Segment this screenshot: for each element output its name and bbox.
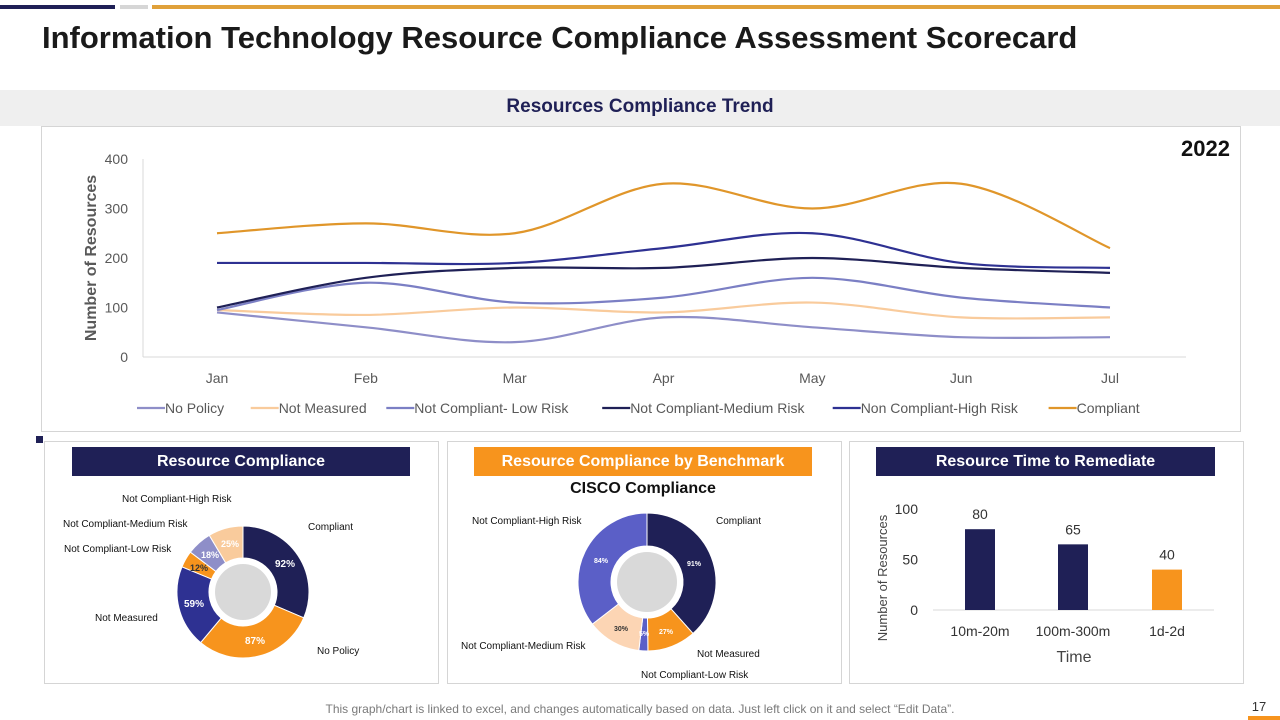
x-tick-label: 10m-20m — [950, 623, 1009, 639]
panel-marker — [36, 436, 43, 443]
category-callout: Compliant — [716, 516, 761, 527]
remediate-bar-chart: 0 50 100 80 10m-20m 65 100m-300m 40 1d-2d Time Num… — [875, 501, 1214, 666]
y-axis-title: Number of Resources — [83, 175, 100, 341]
slice-value-label: 59% — [184, 599, 204, 610]
y-tick-label: 400 — [105, 151, 129, 167]
bar-value-label: 40 — [1159, 547, 1175, 563]
category-callout: No Policy — [317, 646, 359, 657]
benchmark-header: Resource Compliance by Benchmark — [474, 447, 812, 476]
trend-section-band — [0, 90, 1280, 126]
series-line — [216, 231, 1111, 269]
slice-value-label: 12% — [190, 563, 208, 573]
y-tick-label: 0 — [120, 349, 128, 365]
category-callout: Not Compliant-Medium Risk — [461, 641, 586, 652]
y-tick-label: 200 — [105, 250, 129, 266]
legend-label: Non Compliant-High Risk — [861, 400, 1019, 416]
x-tick-label: May — [799, 370, 825, 386]
slice-value-label: 25% — [221, 539, 239, 549]
series-line — [216, 311, 1111, 344]
slice-value-label: 27% — [659, 629, 674, 636]
resource-compliance-header: Resource Compliance — [72, 447, 410, 476]
bar — [965, 529, 995, 610]
legend-label: Not Compliant-Medium Risk — [630, 400, 805, 416]
category-callout: Not Compliant-High Risk — [122, 494, 232, 505]
x-tick-label: Feb — [354, 370, 378, 386]
remediate-header: Resource Time to Remediate — [876, 447, 1215, 476]
category-callout: Not Compliant-High Risk — [472, 516, 582, 527]
resource-compliance-donut: 92% 87% 59% 12% 18%25% Compliant No Policy Not … — [63, 494, 359, 659]
x-tick-label: Mar — [503, 370, 527, 386]
y-tick-label: 100 — [105, 300, 129, 316]
slice-value-label: 30% — [614, 626, 629, 633]
bar-value-label: 65 — [1065, 521, 1081, 537]
legend-label: Not Measured — [279, 400, 367, 416]
slice-value-label: 91% — [687, 561, 702, 568]
page-number: 17 — [1251, 699, 1267, 714]
slice-value-label: 92% — [275, 559, 295, 570]
trend-section-title: Resources Compliance Trend — [506, 96, 774, 117]
remediate-panel — [849, 441, 1244, 684]
slice-value-label: 84% — [594, 558, 609, 565]
slice-value-label: 18% — [201, 550, 219, 560]
category-callout: Not Compliant-Low Risk — [641, 670, 749, 681]
footer-note: This graph/chart is linked to excel, and… — [325, 702, 955, 716]
bar — [1058, 544, 1088, 610]
x-tick-label: Jan — [206, 370, 229, 386]
donut-center — [617, 552, 677, 612]
top-accent-bar-dark — [0, 5, 115, 9]
x-tick-label: Jun — [950, 370, 973, 386]
year-label: 2022 — [1181, 136, 1230, 161]
category-callout: Compliant — [308, 522, 353, 533]
trend-line-chart: 0 100 200 300 400 Jan Feb Mar Apr May Jun Jul Number… — [83, 151, 1186, 416]
y-tick-label: 100 — [895, 501, 919, 517]
series-line — [216, 181, 1111, 250]
y-tick-label: 50 — [902, 552, 918, 568]
category-callout: Not Compliant-Medium Risk — [63, 519, 188, 530]
bar — [1152, 569, 1182, 610]
x-tick-label: Jul — [1101, 370, 1119, 386]
trend-legend: No Policy Not Measured Not Compliant- Low … — [137, 400, 1140, 416]
legend-label: Not Compliant- Low Risk — [414, 400, 569, 416]
trend-chart-panel — [41, 126, 1241, 432]
donut-center — [215, 564, 271, 620]
page-title: Information Technology Resource Complian… — [42, 20, 1078, 55]
benchmark-subtitle: CISCO Compliance — [570, 480, 716, 497]
category-callout: Not Measured — [697, 649, 760, 660]
x-tick-label: 100m-300m — [1036, 623, 1111, 639]
x-tick-label: 1d-2d — [1149, 623, 1185, 639]
x-axis-title: Time — [1057, 649, 1092, 666]
slice-value-label: 87% — [245, 636, 265, 647]
page-number-accent — [1248, 716, 1280, 720]
y-tick-label: 300 — [105, 201, 129, 217]
top-accent-bar-gray — [120, 5, 148, 9]
y-tick-label: 0 — [910, 602, 918, 618]
legend-label: No Policy — [165, 400, 224, 416]
legend-label: Compliant — [1077, 400, 1140, 416]
category-callout: Not Compliant-Low Risk — [64, 544, 172, 555]
cisco-compliance-donut: 91% 27% 5% 30% 84% Compliant Not Measured Not C… — [461, 512, 761, 681]
series-line — [216, 301, 1111, 320]
category-callout: Not Measured — [95, 613, 158, 624]
series-line — [216, 256, 1111, 309]
x-tick-label: Apr — [653, 370, 675, 386]
slice-value-label: 5% — [639, 631, 650, 638]
bar-value-label: 80 — [972, 506, 988, 522]
top-accent-bar-gold — [152, 5, 1280, 9]
y-axis-title: Number of Resources — [875, 514, 890, 641]
series-line — [216, 276, 1111, 312]
